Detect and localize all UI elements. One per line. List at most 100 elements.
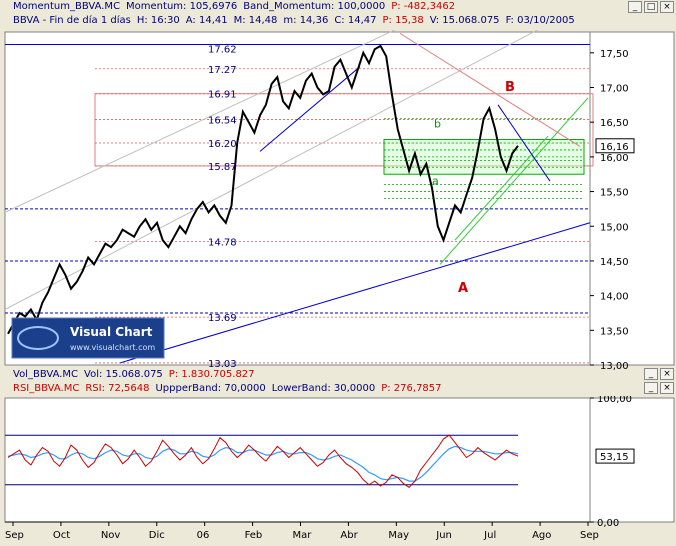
- x-tick-label: Oct: [53, 530, 70, 541]
- y-tick-label: 16,50: [600, 118, 629, 129]
- close-button[interactable]: ×: [660, 1, 674, 13]
- rsi-header-part: RSI_BBVA.MC: [13, 383, 80, 394]
- volume-header-part: Vol_BBVA.MC: [13, 369, 79, 380]
- y-tick-label: 17,50: [600, 49, 629, 60]
- wave-label: b: [434, 118, 441, 131]
- price-header-part: C: 14,47: [334, 15, 377, 26]
- rsi-header-part: LowerBand: 30,0000: [271, 383, 376, 394]
- title-part: P: -482,3462: [391, 1, 456, 12]
- price-header-part: V: 15.068.075: [429, 15, 500, 26]
- blue-trend-line: [497, 104, 551, 182]
- price-header-part: H: 16:30: [136, 15, 180, 26]
- rsi-plot-area: [4, 397, 591, 523]
- price-header-part: F: 03/10/2005: [505, 15, 575, 26]
- volume-panel-controls: _ ×: [644, 368, 674, 380]
- x-tick-label: Mar: [293, 530, 313, 541]
- price-chart[interactable]: 17.62 17.27 16.91 16.54 16.20 15.87 14.78 13.69…: [0, 30, 676, 370]
- channel-line: [4, 30, 396, 213]
- price-header-part: P: 15,38: [382, 15, 424, 26]
- x-tick-label: Jul: [483, 530, 496, 541]
- rsi-header-part: P: 276,7857: [381, 383, 442, 394]
- x-tick-label: Nov: [101, 530, 121, 541]
- green-trend-line: [454, 135, 549, 241]
- rsi-header: RSI_BBVA.MC RSI: 72,5648 UppperBand: 70,00…: [13, 383, 448, 394]
- rsi-y-tick-label: 0,00: [597, 518, 619, 529]
- x-tick-label: Abr: [340, 530, 358, 541]
- title-part: Momentum_BBVA.MC: [13, 1, 121, 12]
- rsi-header-part: RSI: 72,5648: [85, 383, 150, 394]
- price-header-part: M: 14,48: [233, 15, 278, 26]
- x-tick-label: Dic: [149, 530, 165, 541]
- rsi-header-bar: RSI_BBVA.MC RSI: 72,5648 UppperBand: 70,00…: [0, 382, 454, 396]
- fib-label: 16.91: [208, 90, 237, 101]
- fib-label: 17.62: [208, 44, 237, 55]
- green-trend-line: [439, 97, 589, 265]
- y-tick-label: 15,00: [600, 222, 629, 233]
- price-header-part: A: 14,41: [185, 15, 228, 26]
- wave-label: B: [505, 80, 515, 95]
- wave-label: a: [432, 175, 439, 188]
- window-controls: _ □ ×: [628, 1, 674, 13]
- title-part: Band_Momentum: 100,0000: [243, 1, 386, 12]
- red-trend-line: [399, 32, 581, 147]
- fib-label: 14.78: [208, 238, 237, 249]
- maximize-button[interactable]: □: [644, 1, 658, 13]
- last-value-box: [595, 138, 635, 154]
- logo-box: [11, 317, 165, 359]
- x-tick-label: Jun: [435, 530, 452, 541]
- momentum-header: Momentum_BBVA.MC Momentum: 105,6976 Band_M…: [13, 1, 461, 12]
- y-tick-label: 17,00: [600, 84, 629, 95]
- rsi-smooth-line: [7, 445, 519, 482]
- rsi-header-part: UppperBand: 70,0000: [155, 383, 266, 394]
- y-tick-label: 13,00: [600, 361, 629, 370]
- minimize-button[interactable]: _: [628, 1, 642, 13]
- fib-label: 16.20: [208, 139, 237, 150]
- rsi-last-value-box: [595, 448, 635, 464]
- volume-close-button[interactable]: ×: [660, 368, 674, 380]
- fib-label: 17.27: [208, 65, 237, 76]
- x-tick-label: Feb: [245, 530, 263, 541]
- volume-header: Vol_BBVA.MC Vol: 15.068.075 P: 1.830.705.8…: [13, 369, 261, 380]
- rsi-panel-controls: _ ×: [644, 382, 674, 394]
- y-tick-label: 13,50: [600, 326, 629, 337]
- rsi-chart[interactable]: 100,00 0,00 53,15 Sep Oct Nov Dic 06 Feb Mar Abr Ma…: [0, 396, 676, 546]
- logo-name: Visual Chart: [70, 325, 153, 339]
- rsi-close-button[interactable]: ×: [660, 382, 674, 394]
- x-tick-label: Sep: [5, 530, 24, 541]
- fib-label: 16.54: [208, 115, 237, 126]
- rsi-y-tick-label: 100,00: [597, 396, 632, 405]
- y-tick-label: 15,50: [600, 188, 629, 199]
- rsi-line: [7, 434, 519, 488]
- channel-line: [4, 30, 539, 310]
- price-header-part: BBVA - Fin de día 1 días: [13, 15, 131, 26]
- wave-label: A: [458, 281, 468, 296]
- price-axis-area: [589, 31, 675, 366]
- fib-label: 15.87: [208, 162, 237, 173]
- price-plot-area: [4, 31, 591, 366]
- rsi-last-value-label: 53,15: [600, 452, 629, 463]
- fib-label: 13.03: [208, 359, 237, 370]
- price-line: [7, 44, 519, 335]
- price-header-bar: BBVA - Fin de día 1 días H: 16:30 A: 14,41…: [0, 14, 587, 28]
- y-tick-label: 14,00: [600, 292, 629, 303]
- volume-header-part: Vol: 15.068.075: [84, 369, 163, 380]
- fib-label: 13.69: [208, 313, 237, 324]
- volume-minimize-button[interactable]: _: [644, 368, 658, 380]
- rsi-minimize-button[interactable]: _: [644, 382, 658, 394]
- window-title-bar: Momentum_BBVA.MC Momentum: 105,6976 Band_M…: [0, 0, 467, 14]
- price-header-part: m: 14,36: [283, 15, 329, 26]
- volume-header-bar: Vol_BBVA.MC Vol: 15.068.075 P: 1.830.705.8…: [0, 368, 267, 382]
- logo-icon: [17, 326, 59, 350]
- y-tick-label: 14,50: [600, 257, 629, 268]
- x-tick-label: 06: [197, 530, 210, 541]
- blue-trend-line: [259, 66, 361, 152]
- y-tick-label: 16,00: [600, 153, 629, 164]
- x-tick-label: Ago: [532, 530, 551, 541]
- trend-line: [119, 222, 591, 364]
- x-tick-label: May: [388, 530, 409, 541]
- price-header: BBVA - Fin de día 1 días H: 16:30 A: 14,41…: [13, 15, 581, 26]
- last-value-label: 16,16: [600, 142, 629, 153]
- x-tick-label: Sep: [580, 530, 599, 541]
- title-part: Momentum: 105,6976: [126, 1, 238, 12]
- volume-header-part: P: 1.830.705.827: [168, 369, 255, 380]
